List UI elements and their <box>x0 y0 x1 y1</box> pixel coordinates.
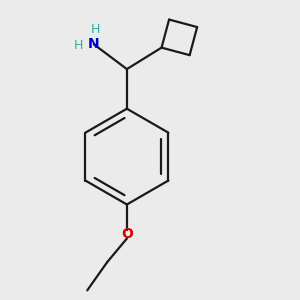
Text: O: O <box>121 227 133 241</box>
Text: H: H <box>73 40 83 52</box>
Text: N: N <box>88 37 100 51</box>
Text: H: H <box>91 23 100 36</box>
